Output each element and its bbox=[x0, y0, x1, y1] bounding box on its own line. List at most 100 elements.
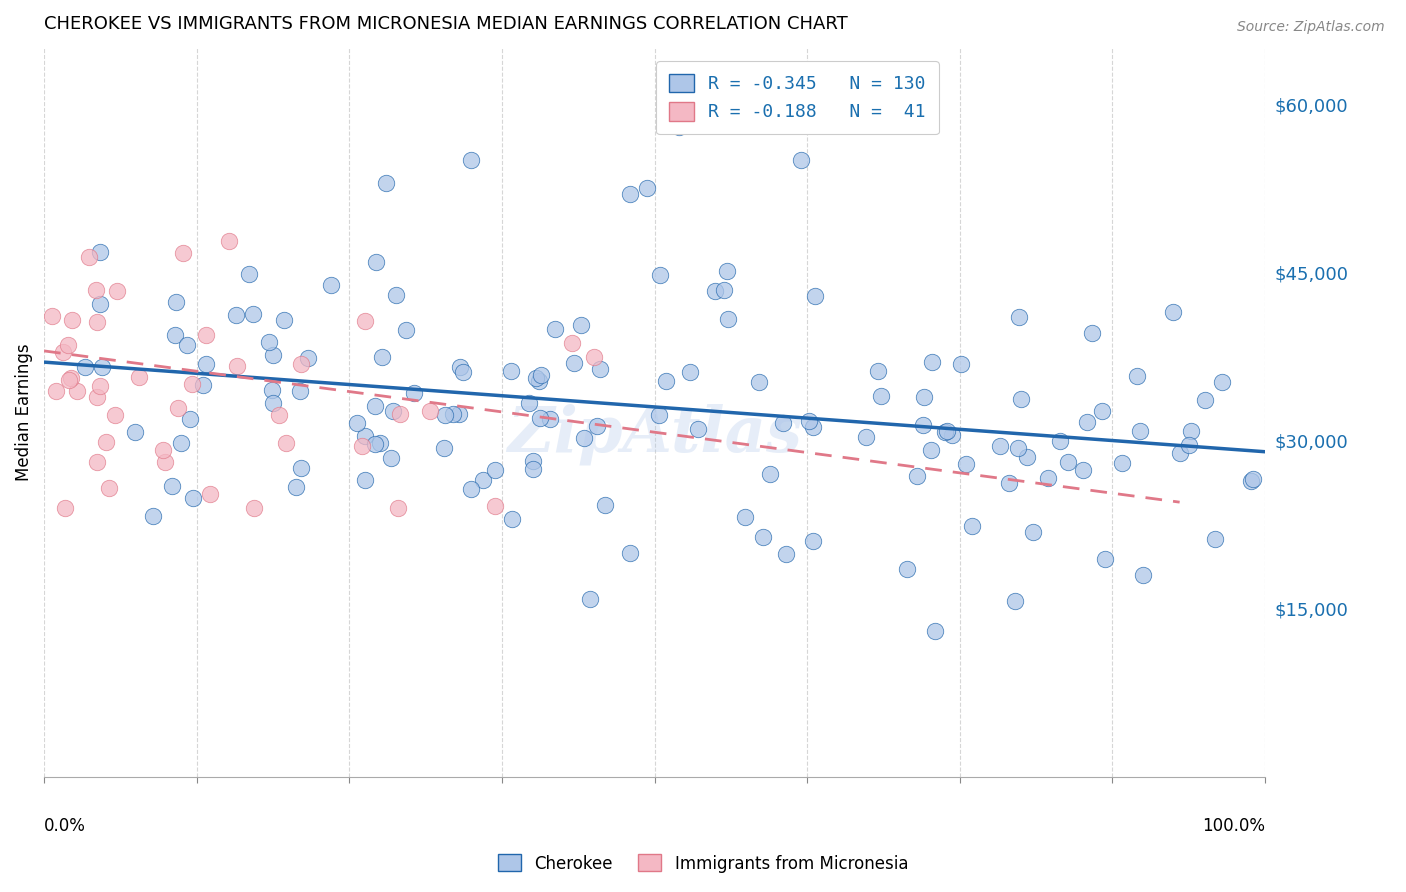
Point bbox=[748, 376, 770, 390]
Point bbox=[243, 500, 266, 515]
Point bbox=[586, 419, 609, 434]
Point bbox=[394, 323, 416, 337]
Point bbox=[960, 518, 983, 533]
Point bbox=[1036, 471, 1059, 485]
Point bbox=[1178, 438, 1201, 452]
Point bbox=[734, 509, 756, 524]
Point bbox=[86, 390, 108, 404]
Point bbox=[703, 284, 725, 298]
Point bbox=[179, 411, 201, 425]
Text: Source: ZipAtlas.com: Source: ZipAtlas.com bbox=[1237, 20, 1385, 34]
Point bbox=[522, 462, 544, 476]
Point bbox=[262, 349, 284, 363]
Point bbox=[1010, 392, 1032, 406]
Point bbox=[460, 482, 482, 496]
Legend: R = -0.345   N = 130, R = -0.188   N =  41: R = -0.345 N = 130, R = -0.188 N = 41 bbox=[657, 62, 939, 134]
Point bbox=[472, 474, 495, 488]
Point bbox=[501, 364, 523, 378]
Point bbox=[274, 436, 297, 450]
Y-axis label: Median Earnings: Median Earnings bbox=[15, 343, 32, 482]
Point bbox=[530, 368, 553, 382]
Point bbox=[896, 562, 918, 576]
Point bbox=[86, 455, 108, 469]
Point bbox=[529, 374, 551, 388]
Point bbox=[380, 450, 402, 465]
Point bbox=[290, 461, 312, 475]
Point bbox=[165, 294, 187, 309]
Point bbox=[1170, 445, 1192, 459]
Point bbox=[353, 314, 375, 328]
Point bbox=[866, 364, 889, 378]
Point bbox=[1008, 310, 1031, 324]
Point bbox=[655, 375, 678, 389]
Point bbox=[238, 268, 260, 282]
Point bbox=[363, 399, 385, 413]
Point bbox=[905, 469, 928, 483]
Point bbox=[1073, 463, 1095, 477]
Point bbox=[434, 408, 457, 422]
Point bbox=[921, 355, 943, 369]
Point bbox=[73, 359, 96, 374]
Point bbox=[288, 384, 311, 398]
Point bbox=[273, 313, 295, 327]
Point bbox=[949, 357, 972, 371]
Point bbox=[1021, 524, 1043, 539]
Point bbox=[997, 476, 1019, 491]
Point bbox=[1163, 305, 1185, 319]
Point bbox=[619, 187, 641, 202]
Point bbox=[1211, 375, 1233, 389]
Point bbox=[384, 288, 406, 302]
Point bbox=[1240, 474, 1263, 488]
Point bbox=[1241, 472, 1264, 486]
Point bbox=[124, 425, 146, 439]
Point bbox=[1080, 326, 1102, 341]
Point bbox=[89, 245, 111, 260]
Point bbox=[163, 327, 186, 342]
Point bbox=[226, 359, 249, 374]
Point bbox=[578, 592, 600, 607]
Point bbox=[912, 390, 935, 404]
Point bbox=[382, 404, 405, 418]
Point bbox=[364, 437, 387, 451]
Point bbox=[449, 407, 471, 421]
Point bbox=[167, 401, 190, 415]
Point bbox=[262, 383, 284, 397]
Point bbox=[350, 439, 373, 453]
Point bbox=[1194, 393, 1216, 408]
Point bbox=[941, 427, 963, 442]
Point bbox=[1007, 441, 1029, 455]
Text: 100.0%: 100.0% bbox=[1202, 817, 1265, 835]
Point bbox=[284, 480, 307, 494]
Point bbox=[89, 297, 111, 311]
Point bbox=[58, 373, 80, 387]
Point bbox=[198, 487, 221, 501]
Point bbox=[934, 425, 956, 439]
Point bbox=[419, 403, 441, 417]
Point bbox=[561, 336, 583, 351]
Point bbox=[501, 512, 523, 526]
Point bbox=[1180, 424, 1202, 438]
Point bbox=[195, 328, 218, 343]
Point bbox=[1129, 424, 1152, 438]
Point bbox=[538, 412, 561, 426]
Point bbox=[484, 462, 506, 476]
Point bbox=[648, 268, 671, 282]
Point bbox=[569, 318, 592, 333]
Point bbox=[1091, 404, 1114, 418]
Point bbox=[433, 441, 456, 455]
Point bbox=[772, 416, 794, 430]
Point bbox=[1111, 456, 1133, 470]
Point bbox=[172, 245, 194, 260]
Point bbox=[104, 409, 127, 423]
Point bbox=[152, 442, 174, 457]
Point bbox=[66, 384, 89, 399]
Point bbox=[529, 411, 551, 425]
Point bbox=[1076, 416, 1098, 430]
Point bbox=[572, 431, 595, 445]
Point bbox=[176, 338, 198, 352]
Point bbox=[920, 442, 942, 457]
Point bbox=[59, 371, 82, 385]
Point bbox=[441, 407, 464, 421]
Point bbox=[402, 385, 425, 400]
Point bbox=[801, 420, 824, 434]
